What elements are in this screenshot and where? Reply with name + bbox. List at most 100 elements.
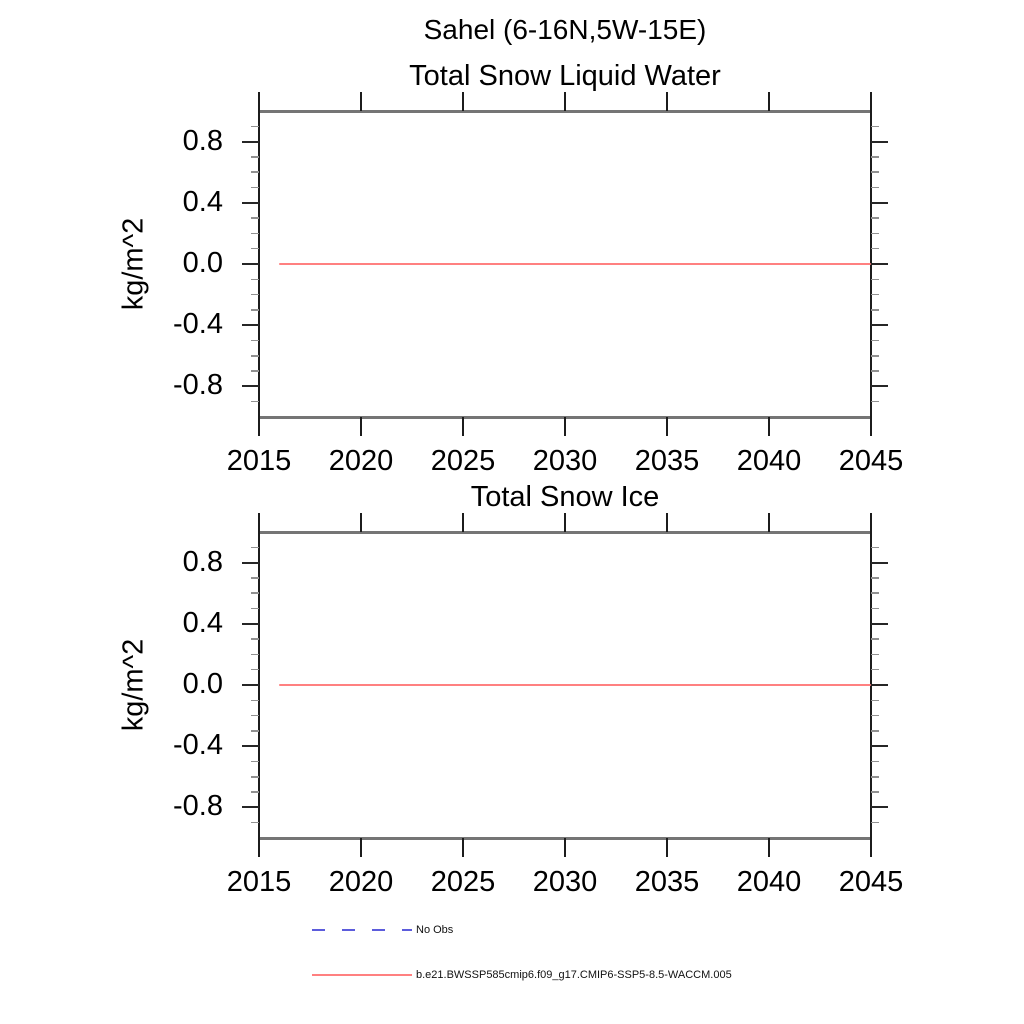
x-axis-tick bbox=[258, 417, 260, 436]
x-axis-tick bbox=[462, 92, 464, 111]
x-tick-label: 2020 bbox=[328, 445, 394, 477]
chart-total-snow-ice: Total Snow Ice kg/m^2 2015 2020 2025 2030 20… bbox=[118, 481, 904, 898]
y-axis-minor-tick bbox=[871, 546, 879, 549]
y-tick-label: -0.8 bbox=[173, 369, 223, 402]
y-axis-major-tick bbox=[242, 684, 259, 686]
y-axis-label: kg/m^2 bbox=[117, 638, 150, 732]
y-axis-major-tick bbox=[242, 561, 259, 564]
y-axis-major-tick bbox=[871, 745, 888, 748]
y-axis-label: kg/m^2 bbox=[117, 217, 150, 311]
y-tick-label: -0.4 bbox=[173, 308, 223, 341]
y-axis-minor-tick bbox=[871, 355, 879, 357]
y-axis-major-tick bbox=[242, 385, 259, 388]
x-tick-label: 2015 bbox=[226, 866, 292, 898]
x-axis-tick bbox=[768, 417, 770, 436]
y-axis-minor-tick bbox=[251, 760, 259, 763]
y-axis-minor-tick bbox=[871, 760, 879, 763]
model-series-line bbox=[279, 262, 871, 266]
y-axis-minor-tick bbox=[871, 592, 879, 594]
y-axis-major-tick bbox=[871, 684, 888, 686]
x-axis-tick bbox=[258, 513, 260, 532]
no-obs-dashed-line-swatch bbox=[312, 929, 412, 931]
y-axis-major-tick bbox=[242, 140, 259, 143]
y-tick-label: 0.4 bbox=[182, 606, 223, 639]
y-axis-major-tick bbox=[871, 140, 888, 143]
y-axis-minor-tick bbox=[251, 370, 259, 372]
y-axis-minor-tick bbox=[251, 125, 259, 128]
y-axis-major-tick bbox=[242, 745, 259, 748]
y-axis-minor-tick bbox=[251, 339, 259, 342]
x-axis-tick bbox=[360, 92, 362, 111]
y-axis-minor-tick bbox=[251, 171, 259, 173]
y-axis-minor-tick bbox=[251, 577, 259, 579]
y-axis-minor-tick bbox=[871, 232, 879, 235]
y-axis-minor-tick bbox=[251, 156, 259, 158]
y-axis-major-tick bbox=[871, 324, 888, 327]
y-axis-major-tick bbox=[871, 263, 888, 265]
y-axis-minor-tick bbox=[251, 309, 259, 311]
plot-border-top bbox=[258, 530, 872, 534]
y-axis-minor-tick bbox=[251, 730, 259, 732]
x-axis-tick bbox=[258, 92, 260, 111]
y-axis-major-tick bbox=[242, 201, 259, 204]
y-axis-minor-tick bbox=[251, 400, 259, 403]
y-axis-minor-tick bbox=[251, 638, 259, 640]
x-tick-label: 2025 bbox=[430, 866, 496, 898]
plot-border-left bbox=[258, 110, 260, 418]
y-axis-minor-tick bbox=[871, 339, 879, 342]
x-axis-tick bbox=[360, 417, 362, 436]
x-tick-label: 2045 bbox=[838, 445, 904, 477]
y-axis-minor-tick bbox=[871, 125, 879, 128]
y-axis-minor-tick bbox=[251, 232, 259, 235]
x-axis-tick bbox=[666, 417, 668, 436]
x-axis-tick bbox=[870, 417, 872, 436]
y-axis-major-tick bbox=[871, 201, 888, 204]
y-axis-minor-tick bbox=[871, 577, 879, 579]
y-axis-minor-tick bbox=[251, 699, 259, 702]
x-tick-label: 2045 bbox=[838, 866, 904, 898]
x-axis-tick bbox=[768, 92, 770, 111]
y-axis-minor-tick bbox=[251, 776, 259, 778]
chart-title: Total Snow Liquid Water bbox=[409, 60, 721, 92]
y-axis-minor-tick bbox=[871, 217, 879, 219]
x-axis-tick bbox=[360, 838, 362, 857]
y-axis-minor-tick bbox=[871, 668, 879, 671]
y-tick-label: 0.4 bbox=[182, 185, 223, 218]
y-axis-minor-tick bbox=[871, 776, 879, 778]
y-axis-minor-tick bbox=[871, 699, 879, 702]
y-axis-minor-tick bbox=[871, 309, 879, 311]
y-tick-label: 0.8 bbox=[182, 545, 223, 578]
figure-suptitle: Sahel (6-16N,5W-15E) bbox=[423, 14, 707, 45]
y-axis-major-tick bbox=[242, 622, 259, 625]
y-axis-major-tick bbox=[871, 385, 888, 388]
y-axis-minor-tick bbox=[871, 730, 879, 732]
plot-border-top bbox=[258, 109, 872, 113]
y-tick-label: 0.0 bbox=[182, 668, 223, 701]
x-axis-tick bbox=[258, 838, 260, 857]
x-tick-label: 2030 bbox=[532, 445, 598, 477]
chart-title: Total Snow Ice bbox=[470, 481, 660, 513]
y-axis-minor-tick bbox=[871, 293, 879, 296]
y-axis-major-tick bbox=[871, 561, 888, 564]
chart-total-snow-liquid-water: Total Snow Liquid Water kg/m^2 2015 2020 2… bbox=[118, 60, 904, 477]
x-axis-tick bbox=[768, 838, 770, 857]
x-axis-tick bbox=[360, 513, 362, 532]
y-axis-minor-tick bbox=[871, 171, 879, 173]
model-line-swatch bbox=[312, 974, 412, 976]
y-axis-minor-tick bbox=[251, 278, 259, 281]
x-tick-label: 2035 bbox=[634, 866, 700, 898]
y-axis-minor-tick bbox=[871, 247, 879, 250]
y-tick-label: 0.0 bbox=[182, 247, 223, 280]
y-axis-minor-tick bbox=[871, 400, 879, 403]
x-axis-tick bbox=[564, 838, 566, 857]
y-axis-minor-tick bbox=[251, 247, 259, 250]
y-axis-minor-tick bbox=[251, 607, 259, 610]
x-tick-label: 2025 bbox=[430, 445, 496, 477]
x-tick-label: 2015 bbox=[226, 445, 292, 477]
y-axis-minor-tick bbox=[871, 278, 879, 281]
x-tick-label: 2020 bbox=[328, 866, 394, 898]
y-tick-label: 0.8 bbox=[182, 124, 223, 157]
x-axis-tick bbox=[564, 417, 566, 436]
y-axis-minor-tick bbox=[871, 370, 879, 372]
y-axis-minor-tick bbox=[871, 186, 879, 189]
